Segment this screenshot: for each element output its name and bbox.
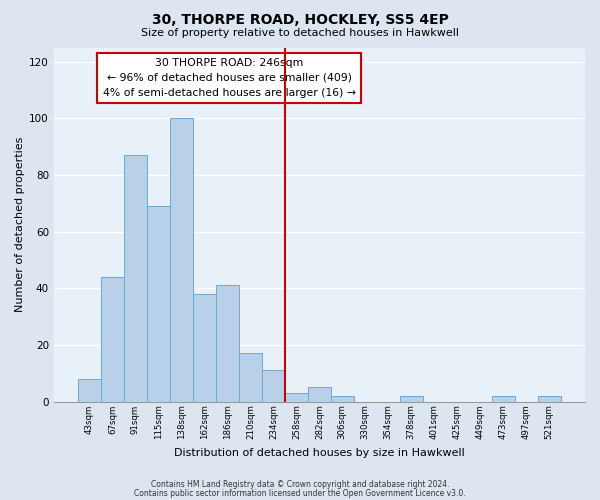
Bar (285, 393, 308, 402)
X-axis label: Distribution of detached houses by size in Hawkwell: Distribution of detached houses by size … (174, 448, 465, 458)
Text: Contains public sector information licensed under the Open Government Licence v3: Contains public sector information licen… (134, 488, 466, 498)
Bar (216, 286, 239, 402)
Text: 30 THORPE ROAD: 246sqm
← 96% of detached houses are smaller (409)
4% of semi-det: 30 THORPE ROAD: 246sqm ← 96% of detached… (103, 58, 356, 98)
Bar (147, 206, 170, 402)
Bar (262, 370, 285, 402)
Bar (331, 396, 354, 402)
Bar (124, 155, 147, 402)
Bar (492, 396, 515, 402)
Bar (308, 388, 331, 402)
Text: 30, THORPE ROAD, HOCKLEY, SS5 4EP: 30, THORPE ROAD, HOCKLEY, SS5 4EP (152, 12, 448, 26)
Text: Contains HM Land Registry data © Crown copyright and database right 2024.: Contains HM Land Registry data © Crown c… (151, 480, 449, 489)
Bar (538, 396, 561, 402)
Bar (193, 294, 216, 402)
Bar (400, 396, 423, 402)
Bar (170, 118, 193, 402)
Text: Size of property relative to detached houses in Hawkwell: Size of property relative to detached ho… (141, 28, 459, 38)
Bar (101, 277, 124, 402)
Bar (239, 354, 262, 402)
Y-axis label: Number of detached properties: Number of detached properties (15, 137, 25, 312)
Bar (78, 379, 101, 402)
